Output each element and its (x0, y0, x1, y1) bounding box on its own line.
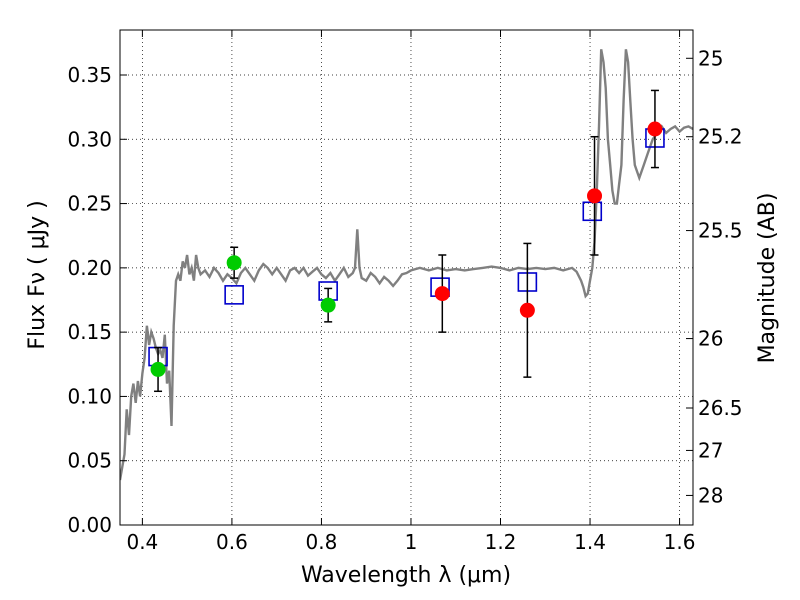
observed-flux-point (587, 188, 603, 204)
spectrum-line (120, 49, 693, 481)
y-tick-label: 0.20 (67, 256, 112, 280)
y-axis-label: Flux Fν ( μJy ) (25, 200, 50, 349)
observed-flux-point (226, 255, 242, 271)
x-tick-label: 0.8 (306, 530, 338, 554)
right-tick-label: 26 (698, 327, 723, 351)
right-tick-label: 26.5 (698, 396, 743, 420)
right-tick-label: 28 (698, 483, 723, 507)
model-square-point (224, 285, 244, 305)
series-layer (120, 49, 693, 481)
y-tick-label: 0.35 (67, 63, 112, 87)
x-tick-label: 1.2 (485, 530, 517, 554)
observed-flux-point (519, 302, 535, 318)
y-tick-label: 0.30 (67, 127, 112, 151)
gridlines (120, 30, 693, 525)
x-tick-label: 0.6 (216, 530, 248, 554)
right-axis-label: Magnitude (AB) (755, 193, 780, 364)
x-tick-label: 0.4 (126, 530, 158, 554)
y-tick-label: 0.00 (67, 513, 112, 537)
x-tick-label: 1.6 (664, 530, 696, 554)
right-tick-label: 25 (698, 46, 723, 70)
x-tick-label: 1 (405, 530, 418, 554)
x-axis-label: Wavelength λ (μm) (301, 563, 511, 588)
y-tick-label: 0.10 (67, 384, 112, 408)
observed-flux-point (647, 121, 663, 137)
plot-frame (119, 29, 694, 526)
x-tick-label: 1.4 (574, 530, 606, 554)
axis-ticks: 0.4 0.6 0.8 1 1.2 1.4 1.6 0.00 0.05 0.10 0.15 0.20 0… (67, 30, 743, 554)
y-tick-label: 0.15 (67, 320, 112, 344)
y-tick-label: 0.25 (67, 192, 112, 216)
observed-flux-point (434, 286, 450, 302)
observed-flux-point (320, 297, 336, 313)
right-tick-label: 27 (698, 438, 723, 462)
plot-area (120, 49, 693, 481)
observed-flux-point (150, 361, 166, 377)
right-tick-label: 25.5 (698, 219, 743, 243)
right-tick-label: 25.2 (698, 125, 743, 149)
y-tick-label: 0.05 (67, 449, 112, 473)
